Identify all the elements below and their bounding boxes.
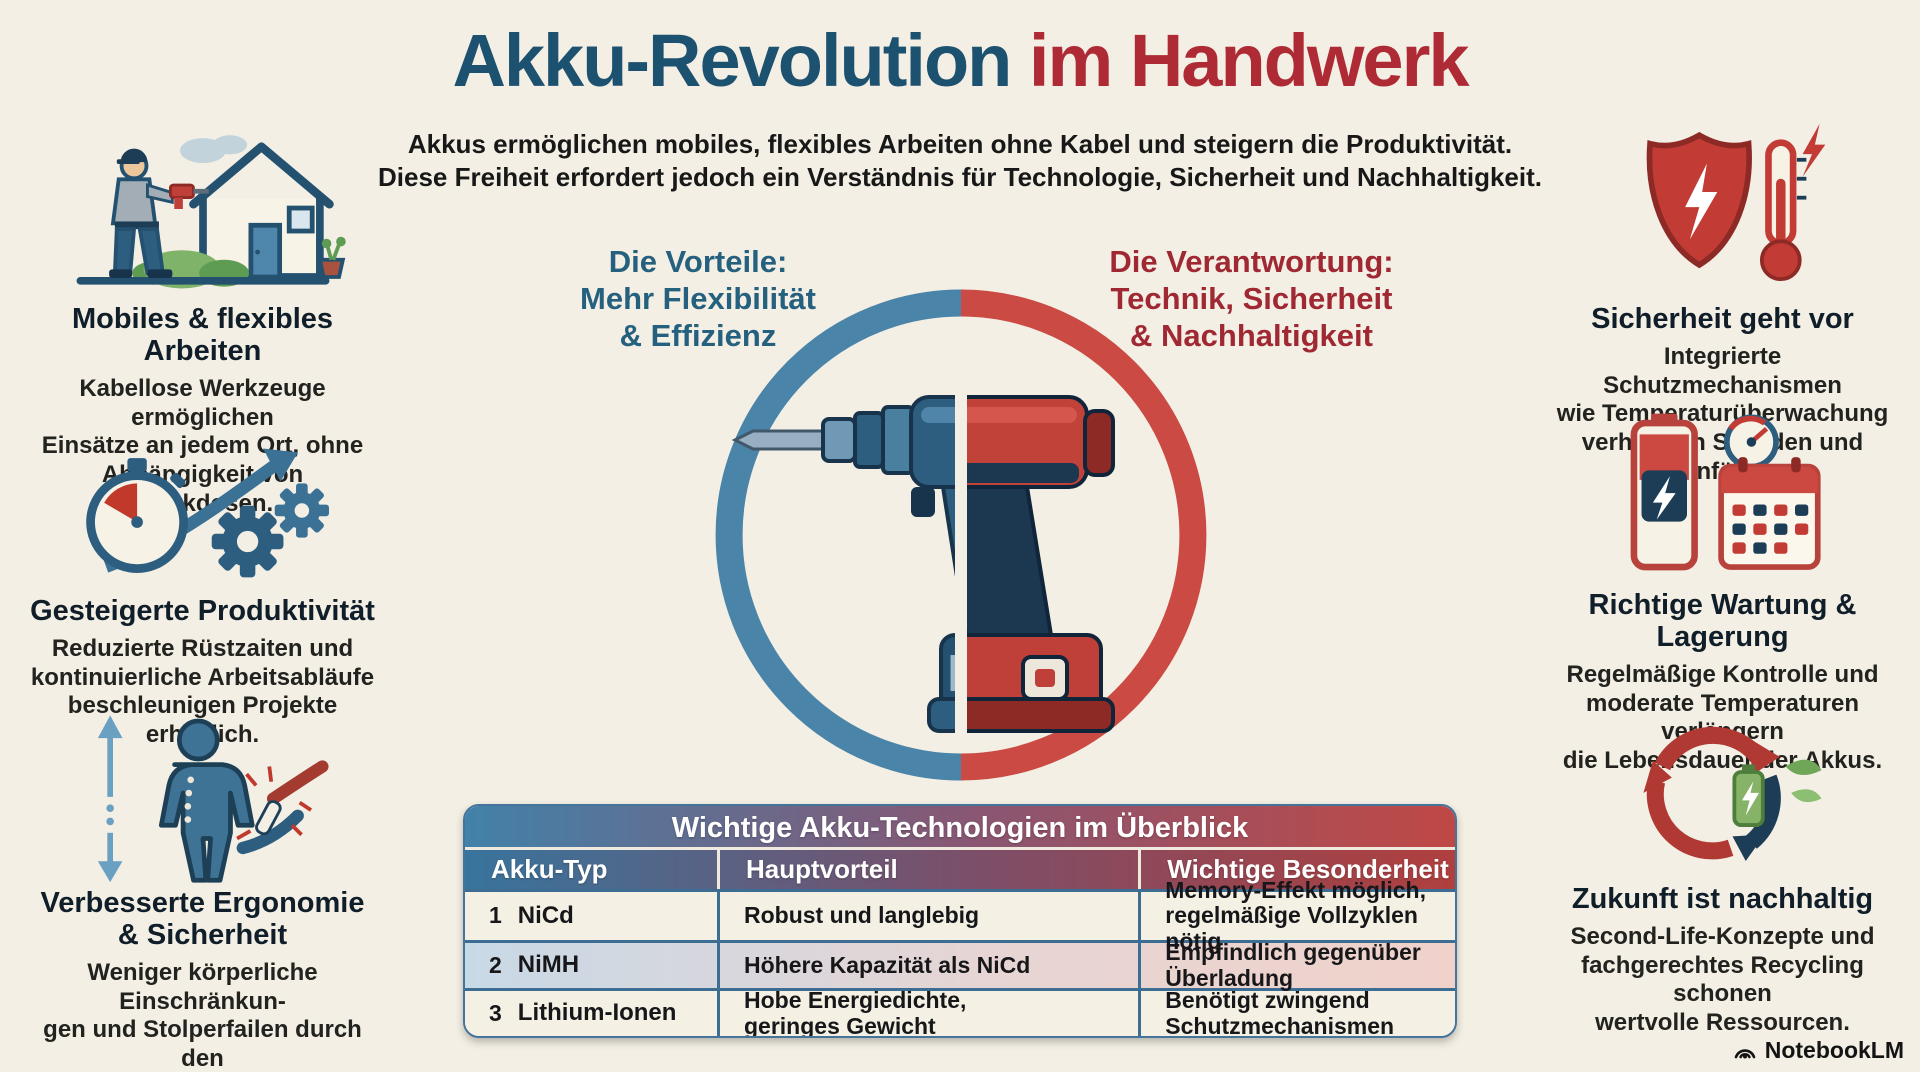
feature-body: Second-Life-Konzepte und fachgerechtes R… — [1570, 922, 1875, 1037]
note-cell: Empfindlich gegenüber Überladung — [1138, 940, 1455, 990]
feature-heading: Verbesserte Ergonomie & Sicherheit — [40, 887, 365, 951]
feature-ergonomics: Verbesserte Ergonomie & Sicherheit Wenig… — [30, 715, 375, 1072]
feature-heading: Sicherheit geht vor — [1591, 303, 1854, 335]
feature-maintenance: Richtige Wartung & Lagerung Regelmäßige … — [1545, 413, 1900, 776]
column-header-type: Akku-Typ — [491, 854, 608, 884]
page-title-blue-part: Akku-Revolution — [452, 19, 1012, 102]
ergonomics-icon — [30, 715, 375, 884]
recycling-icon — [1642, 726, 1822, 862]
feature-heading: Gesteigerte Produktivität — [30, 595, 375, 627]
drill-left-half — [731, 395, 955, 733]
feature-body: Weniger körperliche Einschränkun- gen un… — [43, 958, 362, 1072]
feature-productivity: Gesteigerte Produktivität Reduzierte Rüs… — [30, 424, 375, 750]
type-cell: 2 NiMH — [465, 943, 717, 988]
feature-sustainability: Zukunft ist nachhaltig Second-Life-Konze… — [1545, 716, 1900, 1038]
table-header-row: Akku-Typ Hauptvorteil Wichtige Besonderh… — [465, 850, 1455, 892]
row-number: 1 — [489, 902, 502, 929]
advantage-cell: Hobe Energiedichte, geringes Gewicht — [717, 988, 1138, 1036]
table-title: Wichtige Akku-Technologien im Überblick — [465, 806, 1455, 850]
page-subtitle: Akkus ermöglichen mobiles, flexibles Arb… — [378, 129, 1542, 193]
worker-house-icon — [76, 135, 346, 289]
benefits-header: Die Vorteile: Mehr Flexibilität & Effizi… — [580, 244, 816, 354]
notebooklm-logo-text: NotebookLM — [1764, 1037, 1904, 1063]
shield-thermometer-icon — [1646, 123, 1825, 282]
feature-heading: Mobiles & flexibles Arbeiten — [71, 303, 334, 367]
productivity-icon — [30, 424, 375, 592]
column-header-note: Wichtige Besonderheit — [1138, 850, 1455, 889]
advantage-cell: Robust und langlebig — [717, 892, 1138, 940]
shield-thermometer-icon — [1545, 112, 1900, 300]
feature-heading: Richtige Wartung & Lagerung — [1588, 589, 1857, 653]
battery-technology-table: Wichtige Akku-Technologien im Überblick … — [463, 804, 1457, 1038]
drill-split-circle — [715, 289, 1207, 781]
notebooklm-branding: NotebookLM — [1732, 1037, 1904, 1064]
productivity-icon — [85, 448, 329, 578]
worker-house-icon — [30, 112, 375, 300]
row-type: NiMH — [517, 951, 580, 979]
ring-red-half — [960, 289, 1207, 781]
recycling-icon — [1545, 716, 1900, 880]
row-number: 3 — [489, 999, 502, 1026]
ergonomics-icon — [97, 715, 329, 883]
ring-blue-half — [715, 289, 962, 781]
feature-body: Reduzierte Rüstzaiten und kontinuierlich… — [30, 634, 375, 748]
type-cell: 1 NiCd — [465, 892, 717, 940]
responsibility-header: Die Verantwortung: Technik, Sicherheit &… — [1109, 244, 1394, 354]
advantage-cell: Höhere Kapazität als NiCd — [717, 943, 1138, 988]
feature-body: Regelmäßige Kontrolle und moderate Tempe… — [1562, 660, 1883, 775]
drill-right-half — [967, 395, 1115, 733]
note-cell: Benötigt zwingend Schutzmechanismen — [1138, 988, 1455, 1036]
note-cell: Memory-Effekt möglich, regelmäßige Vollz… — [1138, 877, 1455, 953]
page-title-red-part: im Handwerk — [1010, 19, 1470, 102]
battery-calendar-icon — [1545, 413, 1900, 586]
table-row: 3 Lithium-Ionen Hobe Energiedichte, gerin… — [465, 988, 1455, 1036]
column-header-advantage: Hauptvorteil — [717, 850, 1138, 889]
page-title: Akku-Revolution im Handwerk — [0, 24, 1920, 98]
notebooklm-logo-icon — [1734, 1048, 1756, 1058]
table-row: 2 NiMH Höhere Kapazität als NiCd Empfindl… — [465, 940, 1455, 990]
row-number: 2 — [489, 951, 502, 978]
feature-heading: Zukunft ist nachhaltig — [1571, 883, 1874, 915]
row-type: NiCd — [517, 901, 574, 929]
table-row: 1 NiCd Robust und langlebig Memory-Effekt… — [465, 877, 1455, 953]
type-cell: 3 Lithium-Ionen — [465, 991, 717, 1036]
battery-calendar-icon — [1630, 413, 1821, 571]
row-type: Lithium-Ionen — [517, 999, 677, 1027]
